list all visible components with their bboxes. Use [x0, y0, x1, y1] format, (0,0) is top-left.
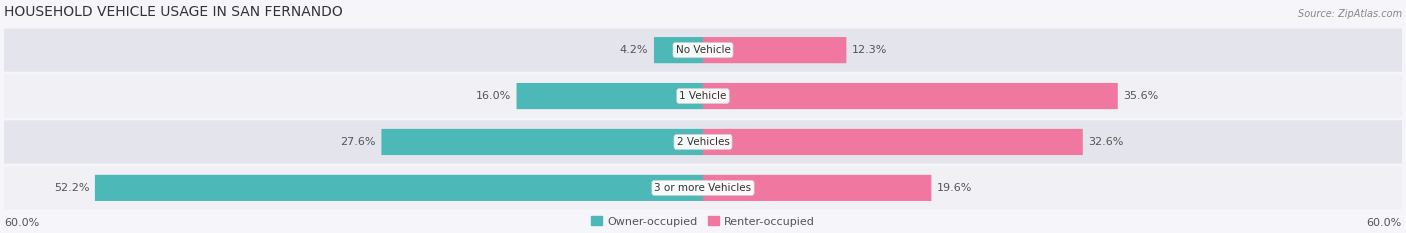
- Text: Source: ZipAtlas.com: Source: ZipAtlas.com: [1298, 9, 1402, 19]
- FancyBboxPatch shape: [94, 175, 703, 201]
- Text: No Vehicle: No Vehicle: [675, 45, 731, 55]
- Text: 12.3%: 12.3%: [852, 45, 887, 55]
- Text: 1 Vehicle: 1 Vehicle: [679, 91, 727, 101]
- Text: 3 or more Vehicles: 3 or more Vehicles: [654, 183, 752, 193]
- Text: 35.6%: 35.6%: [1123, 91, 1159, 101]
- FancyBboxPatch shape: [703, 37, 846, 63]
- FancyBboxPatch shape: [4, 28, 1402, 72]
- Legend: Owner-occupied, Renter-occupied: Owner-occupied, Renter-occupied: [586, 212, 820, 231]
- Text: 19.6%: 19.6%: [938, 183, 973, 193]
- FancyBboxPatch shape: [4, 166, 1402, 209]
- Text: 32.6%: 32.6%: [1088, 137, 1123, 147]
- FancyBboxPatch shape: [703, 83, 1118, 109]
- Text: HOUSEHOLD VEHICLE USAGE IN SAN FERNANDO: HOUSEHOLD VEHICLE USAGE IN SAN FERNANDO: [4, 5, 343, 19]
- FancyBboxPatch shape: [4, 75, 1402, 118]
- Text: 16.0%: 16.0%: [475, 91, 510, 101]
- FancyBboxPatch shape: [516, 83, 703, 109]
- FancyBboxPatch shape: [703, 129, 1083, 155]
- FancyBboxPatch shape: [654, 37, 703, 63]
- Text: 52.2%: 52.2%: [53, 183, 89, 193]
- Text: 27.6%: 27.6%: [340, 137, 375, 147]
- FancyBboxPatch shape: [4, 120, 1402, 164]
- Text: 60.0%: 60.0%: [1367, 218, 1402, 228]
- FancyBboxPatch shape: [703, 175, 931, 201]
- FancyBboxPatch shape: [381, 129, 703, 155]
- Text: 2 Vehicles: 2 Vehicles: [676, 137, 730, 147]
- Text: 60.0%: 60.0%: [4, 218, 39, 228]
- Text: 4.2%: 4.2%: [620, 45, 648, 55]
